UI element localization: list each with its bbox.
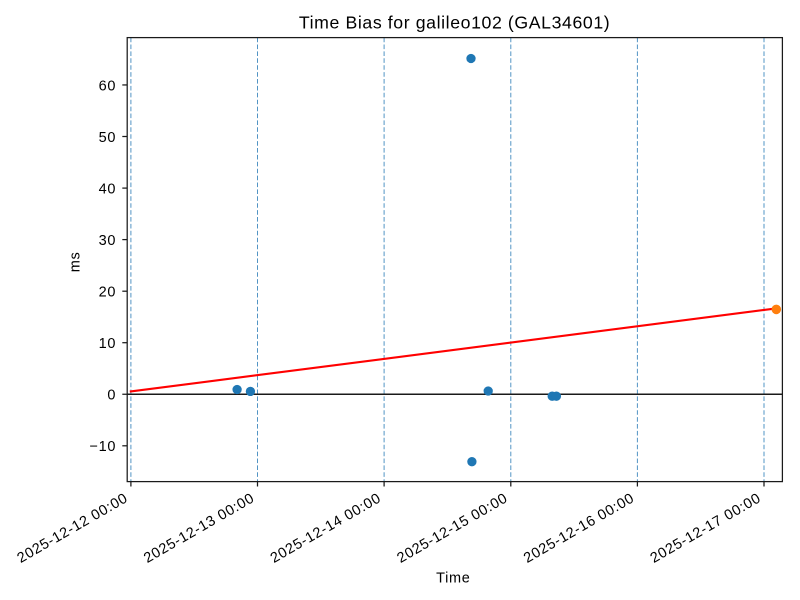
svg-text:20: 20 xyxy=(99,285,116,301)
svg-text:60: 60 xyxy=(99,78,116,94)
svg-text:40: 40 xyxy=(99,182,116,198)
svg-text:10: 10 xyxy=(99,336,116,352)
svg-text:0: 0 xyxy=(107,388,116,404)
svg-text:50: 50 xyxy=(99,130,116,146)
svg-text:ms: ms xyxy=(67,252,83,273)
svg-text:30: 30 xyxy=(99,233,116,249)
svg-text:Time Bias for galileo102 (GAL3: Time Bias for galileo102 (GAL34601) xyxy=(299,12,610,32)
svg-text:Time: Time xyxy=(436,571,470,587)
svg-text:−10: −10 xyxy=(90,439,117,455)
